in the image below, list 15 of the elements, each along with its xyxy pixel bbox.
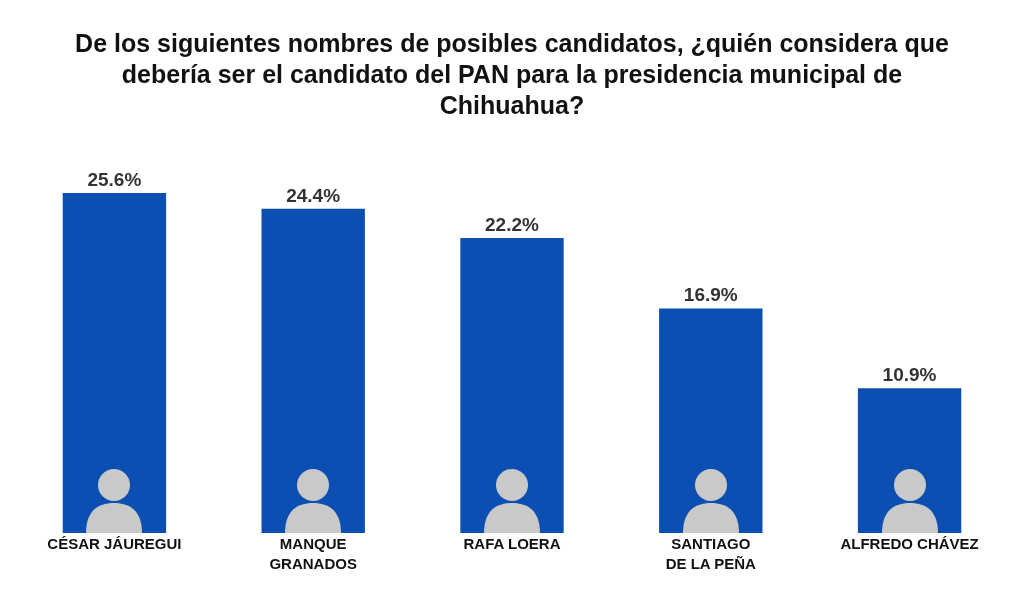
data-label: 24.4% — [286, 184, 341, 206]
x-tick-label: SANTIAGO DE LA PEÑA — [665, 535, 757, 572]
bar — [460, 238, 564, 533]
data-label: 10.9% — [882, 364, 937, 386]
bar — [62, 192, 167, 533]
x-tick-label: MANQUE GRANADOS — [269, 535, 357, 572]
data-label: 25.6% — [87, 168, 142, 190]
chart-title: De los siguientes nombres de posibles candidatos, ¿quién considera que debería ser el candidato del PAN para la presidencia municipal de Chihuahua? — [74, 28, 950, 121]
data-label: 22.2% — [485, 214, 539, 236]
x-tick-label: ALFREDO CHÁVEZ — [840, 535, 979, 552]
bar — [261, 208, 365, 533]
data-label: 16.9% — [683, 284, 738, 306]
x-tick-label: RAFA LOERA — [463, 535, 561, 552]
x-tick-label: CÉSAR JÁUREGUI — [47, 535, 182, 552]
bar — [659, 308, 763, 533]
